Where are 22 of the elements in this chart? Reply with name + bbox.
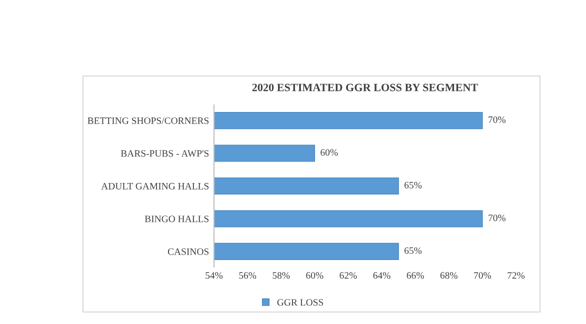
y-tick-label: BINGO HALLS [144, 216, 209, 222]
chart-title: 2020 ESTIMATED GGR LOSS BY SEGMENT [252, 84, 478, 92]
x-tick-label: 66% [406, 272, 424, 279]
y-tick-label: CASINOS [168, 248, 209, 255]
data-label: 70% [488, 116, 506, 124]
x-tick-label: 56% [239, 272, 256, 279]
data-label: 70% [488, 214, 506, 222]
x-tick-label: 72% [508, 272, 525, 279]
x-tick-label: 60% [306, 272, 324, 279]
x-tick-label: 62% [340, 272, 357, 279]
data-label: 65% [404, 182, 422, 188]
data-label: 60% [320, 149, 338, 156]
x-tick-label: 54% [206, 272, 223, 279]
x-tick-label: 68% [440, 272, 458, 279]
legend-label: GGR LOSS [277, 299, 324, 306]
y-tick-label: BETTING SHOPS/CORNERS [88, 117, 209, 124]
y-tick-label: BARS-PUBS - AWP'S [120, 150, 209, 157]
data-label: 65% [404, 247, 422, 254]
y-tick-label: ADULT GAMING HALLS [101, 182, 209, 190]
x-tick-label: 58% [272, 272, 290, 279]
x-tick-label: 64% [373, 272, 390, 279]
x-tick-label: 70% [474, 272, 492, 279]
